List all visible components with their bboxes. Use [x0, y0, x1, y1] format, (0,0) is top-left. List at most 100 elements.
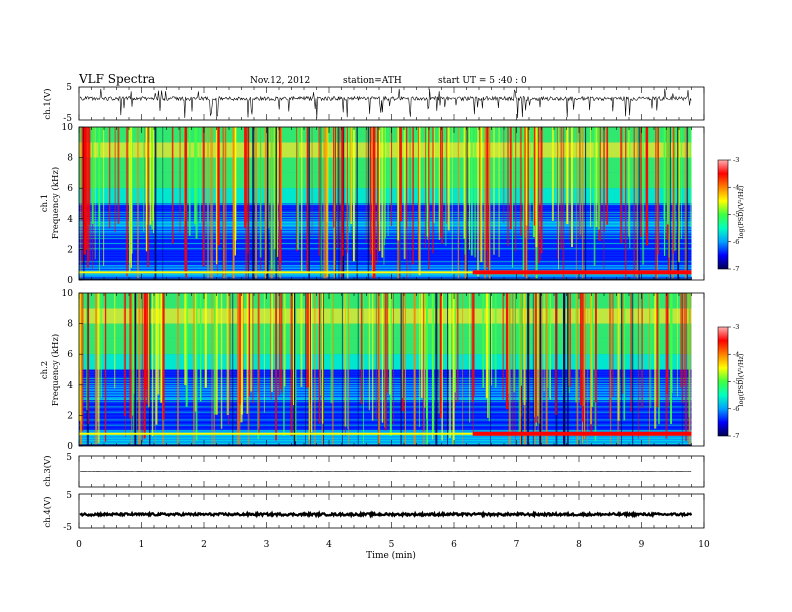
spectrogram-streak: [306, 293, 308, 388]
spectrogram-streak: [498, 127, 500, 257]
spectrogram-streak: [462, 293, 464, 446]
y-tick-label: 10: [62, 123, 74, 133]
spectrogram-streak: [215, 127, 218, 265]
spectrogram-streak: [273, 127, 275, 274]
spectrogram-streak: [248, 293, 251, 397]
spectrogram-streak: [483, 127, 485, 269]
spectrogram-streak: [318, 127, 321, 256]
spectrogram-streak: [225, 127, 227, 280]
spectrogram-streak: [145, 293, 147, 398]
waveform-line: [79, 510, 693, 519]
spectrogram-streak: [551, 127, 554, 221]
spectrogram-streak: [666, 127, 669, 225]
spectrogram-streak: [240, 293, 244, 415]
spectrogram-streak: [667, 293, 669, 407]
spectrogram-tone-line: [79, 266, 692, 268]
y-tick-label: 6: [67, 350, 73, 360]
spectrogram-streak: [252, 127, 255, 280]
spectrogram-streak: [445, 127, 447, 246]
spectrogram-streak: [131, 293, 133, 446]
spectrogram-streak: [133, 293, 135, 431]
spectrogram-streak: [637, 293, 639, 439]
spectrogram-streak: [391, 127, 393, 227]
spectrogram-streak: [657, 127, 659, 255]
spectrogram-streak: [649, 293, 650, 446]
spectrogram-streak: [595, 127, 598, 228]
spectrogram-streak: [204, 293, 207, 388]
spectrogram-streak: [451, 127, 453, 275]
spectrogram-streak: [528, 293, 530, 424]
spectrogram-streak: [533, 293, 535, 418]
spectrogram-streak: [469, 293, 471, 423]
spectrogram-streak: [245, 127, 247, 279]
spectrogram-streak: [584, 127, 587, 280]
spectrogram-streak: [548, 293, 551, 398]
spectrogram-streak: [88, 127, 91, 226]
spectrogram-streak: [340, 127, 343, 278]
spectrogram-streak: [480, 127, 483, 263]
spectrogram-streak: [406, 127, 408, 280]
spectrogram-streak: [371, 293, 374, 421]
spectrogram-streak: [412, 127, 414, 265]
ch4-ylabel: ch.4(V): [42, 496, 53, 527]
spectrogram-streak: [470, 127, 473, 256]
spectrogram-streak: [132, 293, 134, 416]
spectrogram-streak: [630, 293, 632, 412]
spectrogram-streak: [97, 293, 100, 444]
colorbar-tick-label: -5: [733, 378, 739, 386]
spectrogram-streak: [162, 127, 164, 280]
spectrogram-streak: [157, 293, 160, 395]
spectrogram-streak: [447, 127, 450, 231]
spectrogram-streak: [688, 293, 691, 446]
spectrogram-streak: [518, 293, 521, 436]
ch2-spectrogram-panel: 0 2 4 6 8 10 ch.2 Frequency (kHz): [40, 289, 705, 452]
spectrogram-streak: [222, 127, 225, 280]
spectrogram-streak: [546, 293, 549, 388]
spectrogram-streak: [81, 293, 84, 432]
spectrogram-streak: [229, 293, 231, 409]
spectrogram-streak: [352, 127, 355, 262]
spectrogram-streak: [194, 127, 196, 225]
waveform-line: [79, 88, 692, 119]
ch1-colorbar-label: log(PSD)(V²/Hz): [737, 185, 745, 238]
spectrogram-streak: [215, 293, 218, 415]
spectrogram-streak: [145, 293, 147, 390]
spectrogram-streak: [502, 293, 504, 400]
spectrogram-streak: [365, 127, 367, 244]
spectrogram-streak: [484, 127, 486, 280]
spectrogram-streak: [91, 127, 94, 224]
spectrogram-streak: [503, 127, 505, 223]
spectrogram-streak: [276, 127, 279, 257]
x-axis-label: Time (min): [366, 550, 416, 561]
spectrogram-streak: [199, 127, 201, 224]
spectrogram-streak: [584, 293, 586, 440]
spectrogram-streak: [213, 293, 216, 415]
spectrogram-streak: [623, 293, 626, 421]
spectrogram-streak: [143, 127, 145, 232]
spectrogram-streak: [86, 293, 88, 411]
spectrogram-tone-line: [79, 253, 692, 255]
spectrogram-streak: [381, 127, 384, 258]
spectrogram-streak: [114, 293, 116, 389]
ch3-ytick-top: 5: [66, 453, 72, 463]
spectrogram-streak: [610, 293, 612, 446]
spectrogram-tone-line: [79, 258, 692, 260]
spectrogram-streak: [377, 293, 381, 446]
spectrogram-tone-line: [79, 248, 692, 250]
spectrogram-streak: [337, 127, 339, 248]
y-tick-label: 4: [67, 381, 73, 391]
spectrogram-tone-line: [79, 435, 692, 436]
spectrogram-streak: [672, 127, 675, 254]
spectrogram-streak: [255, 127, 257, 280]
ch1-channel-label: ch.1: [40, 194, 50, 212]
spectrogram-streak: [350, 127, 353, 225]
spectrogram-streak: [472, 293, 474, 433]
spectrogram-streak: [558, 127, 559, 270]
spectrogram-streak: [571, 127, 573, 248]
y-tick-label: 2: [67, 411, 73, 421]
spectrogram-streak: [149, 293, 151, 446]
spectrogram-streak: [486, 127, 488, 268]
ch1-colorbar: -3 -4 -5 -6 -7: [717, 156, 739, 273]
spectrogram-streak: [283, 293, 285, 437]
spectrogram-streak: [290, 293, 293, 436]
